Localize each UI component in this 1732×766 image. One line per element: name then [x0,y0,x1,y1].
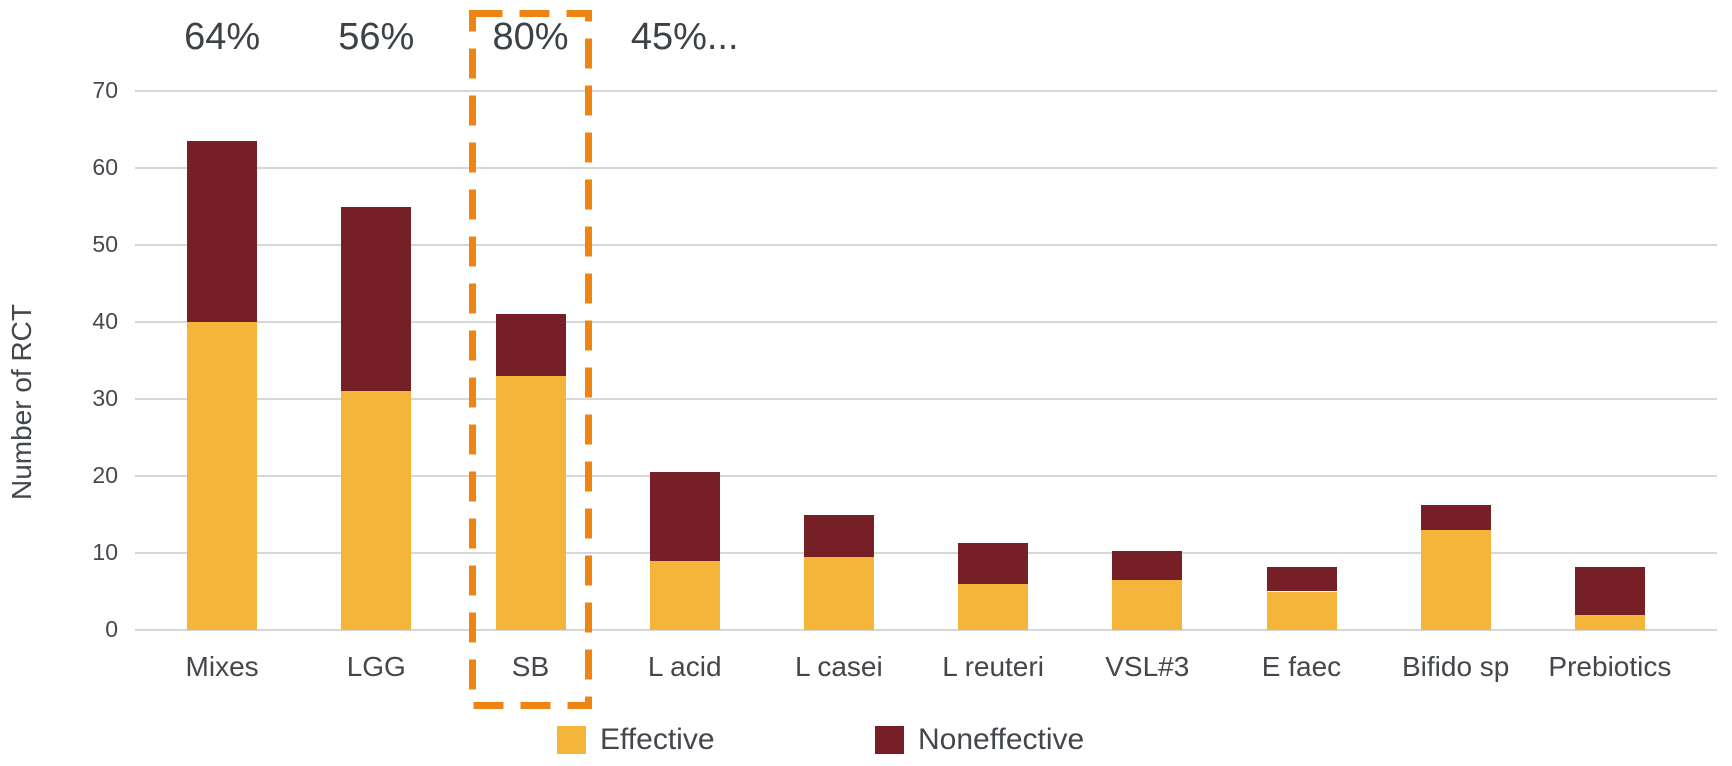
pct-annotation-lgg: 56% [338,16,415,58]
y-tick-label-70: 70 [92,77,118,103]
y-tick-label-40: 40 [92,308,118,334]
bar-sb-noneffective [495,314,566,376]
pct-annotation-l-acid: 45%... [630,16,739,58]
y-tick-label-50: 50 [92,231,118,257]
pct-annotation-mixes: 64% [184,16,261,58]
x-tick-label-sb: SB [511,651,550,682]
bar-l-reuteri-effective [958,583,1029,630]
gridline-20 [135,475,1717,477]
x-tick-label-bifido-sp: Bifido sp [1401,651,1510,682]
bar-mixes-effective [187,322,258,630]
gridline-0 [135,629,1717,631]
bar-l-reuteri-noneffective [958,542,1029,584]
bar-vsl-3-noneffective [1112,551,1183,580]
gridline-70 [135,90,1717,92]
gridline-10 [135,552,1717,554]
bar-lgg-noneffective [341,206,412,392]
bar-e-faec-effective [1266,591,1337,630]
x-tick-label-prebiotics: Prebiotics [1548,651,1672,682]
bar-l-casei-effective [803,556,874,630]
y-tick-label-60: 60 [92,154,118,180]
y-tick-label-10: 10 [92,539,118,565]
bar-prebiotics-effective [1574,614,1645,630]
bar-sb-effective [495,375,566,630]
x-tick-label-vsl-3: VSL#3 [1105,651,1190,682]
bar-lgg-effective [341,391,412,630]
x-tick-label-e-faec: E faec [1261,651,1342,682]
y-tick-label-0: 0 [105,616,118,642]
x-tick-label-l-reuteri: L reuteri [942,651,1044,682]
highlight-rect-sb [469,10,592,709]
bar-bifido-sp-noneffective [1420,505,1491,530]
bar-bifido-sp-effective [1420,529,1491,630]
y-tick-label-20: 20 [92,462,118,488]
gridline-40 [135,321,1717,323]
gridline-30 [135,398,1717,400]
bar-l-acid-effective [649,560,720,630]
gridline-60 [135,167,1717,169]
bar-mixes-noneffective [187,141,258,322]
bar-vsl-3-effective [1112,579,1183,630]
bar-l-acid-noneffective [649,472,720,561]
bar-l-casei-noneffective [803,514,874,557]
x-tick-label-mixes: Mixes [185,651,259,682]
pct-annotation-sb: 80% [492,16,569,58]
bar-prebiotics-noneffective [1574,566,1645,615]
x-tick-label-lgg: LGG [346,651,406,682]
x-tick-label-l-acid: L acid [647,651,722,682]
y-tick-label-30: 30 [92,385,118,411]
gridline-50 [135,244,1717,246]
bar-e-faec-noneffective [1266,566,1337,592]
x-tick-label-l-casei: L casei [795,651,883,682]
